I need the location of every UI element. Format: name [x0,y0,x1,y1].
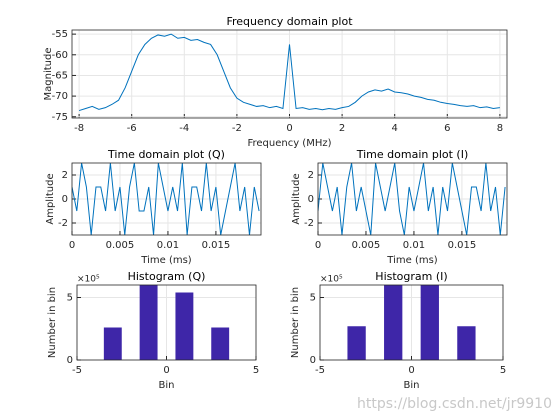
y-tick-label: -2 [304,218,314,229]
x-axis-label: Time (ms) [140,255,192,266]
x-axis-label: Bin [404,380,420,391]
x-tick-label: 0 [286,123,292,134]
axes-box [71,162,262,236]
x-tick-label: 0.015 [448,240,477,251]
y-axis-label: Number in bin [290,287,301,358]
chart-title: Time domain plot (I) [356,148,469,161]
y-tick-label: -55 [52,29,68,40]
line [78,33,500,112]
y-tick-label: 2 [308,170,314,181]
bar [211,327,230,360]
chart-title: Histogram (Q) [128,270,206,283]
bar [347,326,366,360]
bar [139,285,158,360]
bar [384,285,403,360]
y-tick-label: 0 [62,194,68,205]
x-tick-label: 0 [408,365,414,376]
bar [457,326,476,360]
x-axis-label: Time (ms) [386,255,438,266]
y-axis-label: Amplitude [291,173,302,224]
axes-box [76,284,257,361]
bar [175,292,194,360]
y-tick-label: 0 [308,194,314,205]
chart-title: Time domain plot (Q) [107,148,225,161]
x-tick-label: -6 [127,123,137,134]
y-tick-label: -75 [52,112,68,123]
chart-title: Frequency domain plot [226,15,353,28]
y-axis-label: Amplitude [45,173,56,224]
y-axis-label: Number in bin [47,287,58,358]
y-tick-label: -2 [58,218,68,229]
x-tick-label: 0.01 [403,240,425,251]
y-tick-label: 0 [67,355,73,366]
y-exponent: ×10⁵ [320,275,343,285]
y-tick-label: -65 [52,70,68,81]
y-axis-label: Magnitude [43,48,54,101]
watermark: https://blog.csdn.net/jr9910 [357,396,552,412]
x-tick-label: 0.01 [157,240,179,251]
x-tick-label: 2 [339,123,345,134]
axes-box [71,29,508,119]
bar [420,285,439,360]
line [318,163,506,235]
bar [103,327,122,360]
x-tick-label: 0.015 [202,240,231,251]
line [72,163,260,235]
x-axis-label: Frequency (MHz) [247,138,331,149]
y-tick-label: 5 [67,293,73,304]
chart-title: Histogram (I) [375,270,447,283]
y-exponent: ×10⁵ [77,275,100,285]
x-tick-label: 6 [444,123,450,134]
axes: -8 -6 -4 -2 0 2 4 6 8 -75 -70 -65 -60 -55 Frequency do… [43,15,508,149]
y-tick-label: -60 [52,50,68,61]
x-axis-label: Bin [159,380,175,391]
x-tick-label: 0.005 [352,240,381,251]
x-tick-label: 0 [69,240,75,251]
x-tick-label: 8 [497,123,503,134]
x-tick-label: 0 [163,365,169,376]
x-tick-label: -2 [232,123,242,134]
y-tick-label: -70 [52,91,68,102]
x-tick-label: -5 [315,365,325,376]
x-tick-label: -4 [179,123,189,134]
y-tick-label: 5 [310,293,316,304]
y-tick-label: 2 [62,170,68,181]
x-tick-label: 5 [253,365,259,376]
x-tick-label: -5 [72,365,82,376]
x-tick-label: -8 [74,123,84,134]
x-tick-label: 4 [392,123,398,134]
x-tick-label: 5 [500,365,506,376]
x-tick-label: 0.005 [106,240,135,251]
y-tick-label: 0 [310,355,316,366]
x-tick-label: 0 [315,240,321,251]
axes-box [317,162,508,236]
axes-box [319,284,504,361]
